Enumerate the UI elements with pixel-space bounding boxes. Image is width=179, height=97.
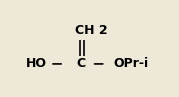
Text: C: C xyxy=(76,57,85,70)
Text: HO: HO xyxy=(26,57,47,70)
Text: OPr-i: OPr-i xyxy=(113,57,148,70)
Text: CH 2: CH 2 xyxy=(75,24,108,37)
